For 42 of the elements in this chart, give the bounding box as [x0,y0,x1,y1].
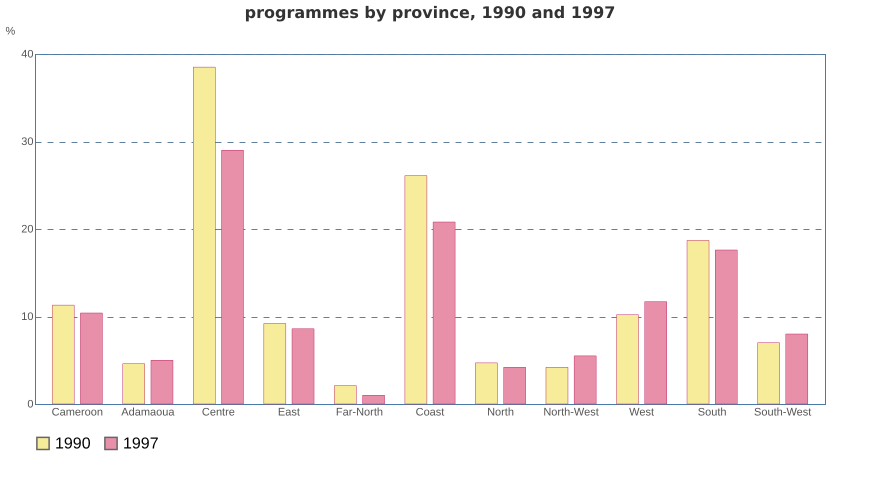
bar [193,66,216,404]
x-tick-label: Adamaoua [121,406,176,418]
bar [574,356,596,404]
bar [715,250,738,404]
y-tick-label: 10 [21,311,34,323]
bar [362,395,385,404]
bar [264,323,286,404]
y-tick-label: 40 [21,48,34,60]
legend-label: 1997 [123,435,159,452]
bar [546,367,568,404]
x-tick-label: Cameroon [52,406,103,418]
x-tick-label: South-West [754,406,812,418]
bar [616,314,639,404]
bar [122,364,145,404]
x-tick-label: North-West [543,406,599,418]
y-tick-label: 30 [21,136,34,148]
y-axis-title: % [6,26,16,38]
x-tick-label: Centre [202,406,235,418]
bar [80,312,103,404]
bar [221,150,244,404]
x-tick-label: Far-North [336,406,383,418]
x-tick-label: West [629,406,654,418]
bar [786,334,808,404]
bar [432,222,456,404]
x-tick-label: South [698,406,727,418]
bar [292,328,314,404]
bar [503,367,526,404]
bar [757,342,780,404]
bar [404,175,428,404]
bar [644,301,667,404]
bar [686,240,710,404]
bar [475,362,498,404]
x-tick-label: North [487,406,514,418]
bar [334,385,357,404]
y-tick-label: 0 [27,398,34,410]
legend-label: 1990 [55,435,91,452]
chart-title: programmes by province, 1990 and 1997 [244,3,616,22]
x-tick-label: East [278,406,300,418]
x-tick-label: Coast [416,406,444,418]
bar [150,360,174,404]
y-tick-label: 20 [21,224,34,236]
bar [52,304,74,404]
